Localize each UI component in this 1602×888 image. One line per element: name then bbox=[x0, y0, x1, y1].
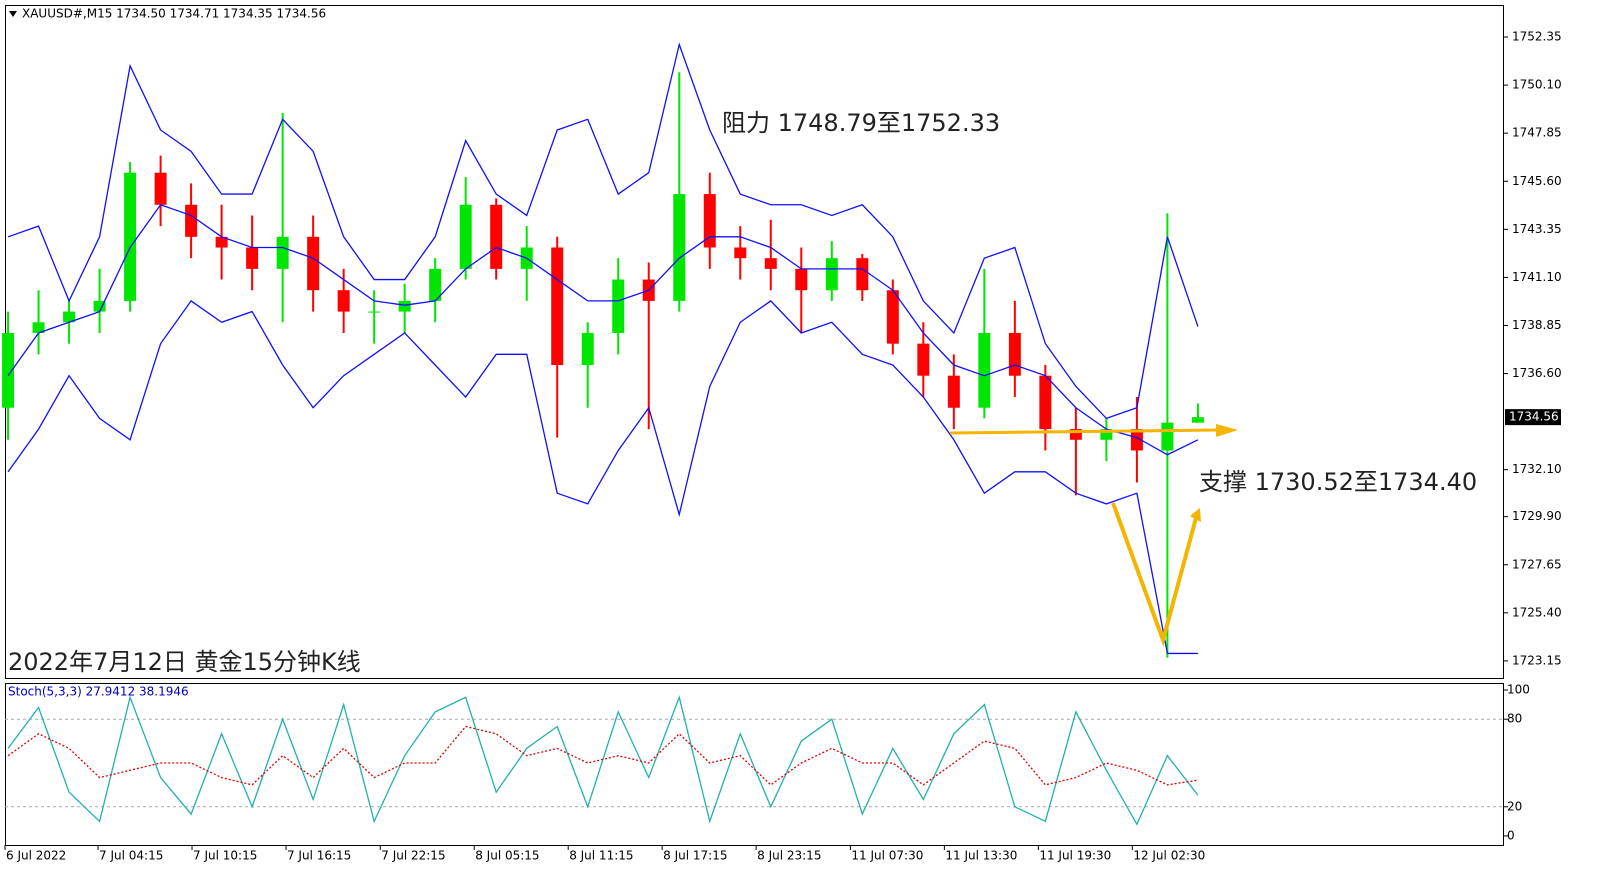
arrow-v bbox=[1111, 502, 1198, 647]
price-label: 1734.56 bbox=[1509, 410, 1559, 424]
y-tick-label: 1745.60 bbox=[1512, 174, 1562, 188]
x-tick-label: 11 Jul 07:30 bbox=[851, 849, 923, 863]
support-label: 支撑 1730.52至1734.40 bbox=[1199, 468, 1477, 496]
annotation-arrows bbox=[949, 424, 1238, 647]
y-tick-label: 80 bbox=[1507, 712, 1522, 726]
candle-body bbox=[551, 247, 564, 366]
date-label: 2022年7月12日 黄金15分钟K线 bbox=[8, 648, 361, 676]
candle-body bbox=[886, 290, 899, 344]
x-tick-label: 7 Jul 16:15 bbox=[287, 849, 351, 863]
y-tick-label: 1747.85 bbox=[1512, 126, 1562, 140]
x-tick-label: 7 Jul 04:15 bbox=[99, 849, 163, 863]
candle-body bbox=[63, 311, 76, 323]
candle-body bbox=[612, 279, 625, 333]
x-tick-label: 8 Jul 05:15 bbox=[475, 849, 539, 863]
y-tick-label: 1738.85 bbox=[1512, 318, 1562, 332]
bollinger-band bbox=[7, 42, 1199, 420]
y-tick-label: 1743.35 bbox=[1512, 222, 1562, 236]
arrow-head bbox=[1216, 424, 1238, 437]
candle-body bbox=[32, 322, 45, 333]
bollinger-band bbox=[7, 300, 1198, 655]
x-tick-label: 8 Jul 17:15 bbox=[663, 849, 727, 863]
y-tick-label: 20 bbox=[1507, 799, 1522, 813]
candle-body bbox=[673, 194, 686, 301]
chart-title: XAUUSD#,M15 1734.50 1734.71 1734.35 1734… bbox=[22, 7, 326, 21]
candle-body bbox=[581, 332, 594, 366]
candle-body bbox=[825, 258, 838, 291]
x-tick-label: 8 Jul 11:15 bbox=[569, 849, 633, 863]
candle-body bbox=[917, 343, 930, 376]
candle-body bbox=[429, 268, 442, 301]
candle-body bbox=[276, 236, 289, 269]
candle-body bbox=[734, 247, 747, 259]
y-tick-label: 1727.65 bbox=[1512, 557, 1562, 571]
y-tick-label: 1723.15 bbox=[1512, 653, 1562, 667]
candle-body bbox=[1008, 332, 1021, 376]
y-tick-label: 1741.10 bbox=[1512, 270, 1562, 284]
candle-body bbox=[154, 172, 167, 205]
candle-body bbox=[215, 236, 228, 248]
x-tick-label: 7 Jul 22:15 bbox=[381, 849, 445, 863]
y-tick-label: 1752.35 bbox=[1512, 30, 1562, 44]
x-tick-label: 11 Jul 13:30 bbox=[945, 849, 1017, 863]
y-tick-label: 100 bbox=[1507, 683, 1530, 697]
stoch-title: Stoch(5,3,3) 27.9412 38.1946 bbox=[8, 685, 189, 699]
y-tick-label: 1725.40 bbox=[1512, 605, 1562, 619]
stoch-line bbox=[7, 695, 1199, 826]
candle-body bbox=[2, 332, 15, 408]
y-tick-label: 1736.60 bbox=[1512, 366, 1562, 380]
candle-body bbox=[947, 375, 960, 408]
resistance-label: 阻力 1748.79至1752.33 bbox=[722, 109, 1000, 137]
candle-body bbox=[1161, 422, 1174, 451]
candle-body bbox=[1130, 429, 1143, 451]
candle-body bbox=[764, 258, 777, 269]
main-frame bbox=[5, 5, 1504, 679]
y-tick-label: 1729.90 bbox=[1512, 509, 1562, 523]
arrow-line bbox=[949, 428, 1219, 435]
candle-body bbox=[337, 290, 350, 312]
candle-body bbox=[124, 172, 137, 301]
candle-body bbox=[978, 332, 991, 408]
x-tick-label: 12 Jul 02:30 bbox=[1133, 849, 1205, 863]
candle-body bbox=[1039, 375, 1052, 430]
candle-body bbox=[246, 247, 259, 269]
x-tick-label: 11 Jul 19:30 bbox=[1039, 849, 1111, 863]
x-tick-label: 6 Jul 2022 bbox=[6, 849, 66, 863]
stoch-frame bbox=[5, 683, 1504, 846]
candle-body bbox=[93, 300, 106, 312]
candle-body bbox=[1191, 417, 1204, 423]
candle-body bbox=[185, 204, 198, 237]
x-tick-label: 7 Jul 10:15 bbox=[193, 849, 257, 863]
bollinger-band bbox=[7, 203, 1199, 456]
collapse-icon bbox=[9, 11, 17, 17]
y-tick-label: 1750.10 bbox=[1512, 78, 1562, 92]
candle-body bbox=[795, 268, 808, 291]
x-tick-label: 8 Jul 23:15 bbox=[757, 849, 821, 863]
candle-body bbox=[490, 204, 503, 269]
candle-body bbox=[856, 258, 869, 291]
y-tick-label: 1732.10 bbox=[1512, 462, 1562, 476]
y-tick-label: 0 bbox=[1507, 828, 1515, 842]
candle-body bbox=[398, 300, 411, 312]
candle-body bbox=[1100, 429, 1113, 440]
price-box bbox=[1505, 409, 1561, 426]
candle-body bbox=[1069, 429, 1082, 440]
stoch-line bbox=[7, 725, 1199, 786]
arrow-head bbox=[1190, 508, 1201, 522]
candle-body bbox=[368, 311, 381, 313]
candle-body bbox=[459, 204, 472, 269]
candle-body bbox=[703, 194, 716, 248]
candle-body bbox=[307, 236, 320, 291]
